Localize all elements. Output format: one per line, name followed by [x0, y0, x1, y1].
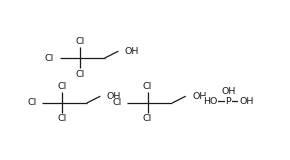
Text: Cl: Cl — [57, 82, 67, 91]
Text: OH: OH — [125, 47, 139, 56]
Text: Cl: Cl — [45, 53, 54, 63]
Text: Cl: Cl — [75, 70, 85, 79]
Text: Cl: Cl — [57, 115, 67, 124]
Text: Cl: Cl — [75, 37, 85, 46]
Text: OH: OH — [192, 92, 206, 101]
Text: OH: OH — [107, 92, 121, 101]
Text: HO: HO — [203, 97, 218, 106]
Text: Cl: Cl — [143, 115, 152, 124]
Text: Cl: Cl — [113, 98, 122, 108]
Text: Cl: Cl — [27, 98, 36, 108]
Text: OH: OH — [221, 87, 235, 96]
Text: OH: OH — [239, 97, 253, 106]
Text: Cl: Cl — [143, 82, 152, 91]
Text: P: P — [226, 97, 231, 106]
